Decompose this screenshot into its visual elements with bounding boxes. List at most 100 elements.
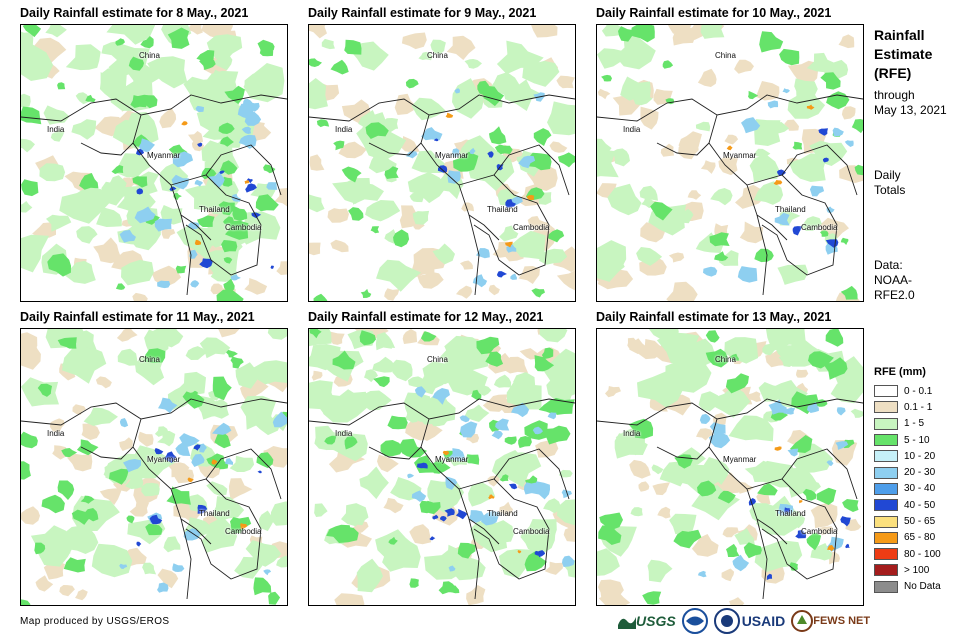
country-label-thailand: Thailand — [775, 205, 806, 214]
legend-label: 50 - 65 — [904, 516, 936, 528]
legend-label: 30 - 40 — [904, 483, 936, 495]
legend-items: 0 - 0.1 0.1 - 1 1 - 5 5 - 10 10 - 20 20 - 30 3… — [874, 383, 941, 595]
through-label: through — [874, 88, 915, 102]
map-credit: Map produced by USGS/EROS — [20, 616, 170, 627]
legend-label: > 100 — [904, 564, 930, 576]
legend-label: No Data — [904, 581, 941, 593]
country-label-thailand: Thailand — [199, 205, 230, 214]
country-label-china: China — [139, 355, 160, 364]
usaid-seal-logo: USAID — [713, 608, 786, 634]
legend-item: 30 - 40 — [874, 481, 941, 497]
country-label-india: India — [47, 429, 65, 438]
legend-item: 0 - 0.1 — [874, 383, 941, 399]
country-label-myanmar: Myanmar — [723, 151, 757, 160]
sidebar-title-line: Rainfall — [874, 27, 925, 43]
country-label-india: India — [47, 125, 65, 134]
rainfall-map-graphic — [21, 25, 287, 301]
legend-swatch — [874, 434, 898, 447]
country-label-india: India — [335, 429, 353, 438]
country-label-thailand: Thailand — [487, 509, 518, 518]
legend-item: No Data — [874, 579, 941, 595]
totals-label: Totals — [874, 183, 906, 197]
country-label-cambodia: Cambodia — [801, 527, 838, 536]
legend-item: 80 - 100 — [874, 546, 941, 562]
rainfall-map: China India Myanmar Thailand Cambodia — [20, 24, 288, 302]
legend-label: 65 - 80 — [904, 532, 936, 544]
country-label-cambodia: Cambodia — [225, 223, 262, 232]
legend-item: 0.1 - 1 — [874, 399, 941, 415]
country-label-cambodia: Cambodia — [801, 223, 838, 232]
legend-item: 5 - 10 — [874, 432, 941, 448]
legend-item: 1 - 5 — [874, 416, 941, 432]
through-value: May 13, 2021 — [874, 103, 947, 117]
legend-swatch — [874, 466, 898, 479]
map-panel-3: Daily Rainfall estimate for 10 May., 202… — [596, 6, 864, 304]
country-label-thailand: Thailand — [487, 205, 518, 214]
country-label-india: India — [623, 125, 641, 134]
usaid-logo-text: USAID — [741, 613, 786, 629]
logo-strip: USGS USAID FEWS NET — [618, 606, 876, 636]
panel-title: Daily Rainfall estimate for 10 May., 202… — [596, 6, 832, 20]
country-label-thailand: Thailand — [775, 509, 806, 518]
panel-title: Daily Rainfall estimate for 13 May., 202… — [596, 310, 832, 324]
data-source-line: NOAA- — [874, 273, 913, 287]
map-panel-2: Daily Rainfall estimate for 9 May., 2021… — [308, 6, 576, 304]
legend-item: 50 - 65 — [874, 513, 941, 529]
legend-swatch — [874, 450, 898, 463]
country-label-cambodia: Cambodia — [513, 527, 550, 536]
legend-swatch — [874, 531, 898, 544]
country-label-china: China — [139, 51, 160, 60]
panel-title: Daily Rainfall estimate for 8 May., 2021 — [20, 6, 249, 20]
map-panel-5: Daily Rainfall estimate for 12 May., 202… — [308, 310, 576, 608]
legend-item: 10 - 20 — [874, 448, 941, 464]
through-date: through May 13, 2021 — [874, 88, 947, 118]
country-label-cambodia: Cambodia — [225, 527, 262, 536]
country-label-china: China — [715, 355, 736, 364]
rainfall-map: China India Myanmar Thailand Cambodia — [596, 24, 864, 302]
country-label-myanmar: Myanmar — [147, 455, 181, 464]
country-label-cambodia: Cambodia — [513, 223, 550, 232]
legend-swatch — [874, 580, 898, 593]
country-label-india: India — [623, 429, 641, 438]
legend-swatch — [874, 385, 898, 398]
legend-item: 65 - 80 — [874, 530, 941, 546]
legend-label: 1 - 5 — [904, 418, 925, 430]
legend-label: 0.1 - 1 — [904, 401, 933, 413]
rainfall-map-graphic — [597, 329, 863, 605]
legend-swatch — [874, 564, 898, 577]
rainfall-map: China India Myanmar Thailand Cambodia — [308, 24, 576, 302]
fews-net-logo: FEWS NET — [791, 610, 870, 632]
country-label-myanmar: Myanmar — [723, 455, 757, 464]
sidebar-title-line: (RFE) — [874, 65, 912, 81]
daily-totals: Daily Totals — [874, 168, 905, 198]
noaa-logo — [681, 608, 708, 634]
country-label-thailand: Thailand — [199, 509, 230, 518]
legend-swatch — [874, 499, 898, 512]
rainfall-map-graphic — [309, 25, 575, 301]
fews-net-logo-text: FEWS NET — [813, 615, 871, 627]
data-label: Data: — [874, 258, 903, 272]
legend-label: 20 - 30 — [904, 467, 936, 479]
legend: RFE (mm) 0 - 0.1 0.1 - 1 1 - 5 5 - 10 10 - 2… — [874, 366, 941, 595]
legend-label: 10 - 20 — [904, 450, 936, 462]
country-label-china: China — [715, 51, 736, 60]
country-label-china: China — [427, 51, 448, 60]
legend-swatch — [874, 417, 898, 430]
legend-swatch — [874, 401, 898, 414]
legend-label: 0 - 0.1 — [904, 385, 933, 397]
daily-label: Daily — [874, 168, 901, 182]
usgs-logo: USGS — [618, 613, 676, 629]
panel-title: Daily Rainfall estimate for 9 May., 2021 — [308, 6, 537, 20]
map-panel-6: Daily Rainfall estimate for 13 May., 202… — [596, 310, 864, 608]
country-label-myanmar: Myanmar — [435, 455, 469, 464]
map-panel-4: Daily Rainfall estimate for 11 May., 202… — [20, 310, 288, 608]
legend-item: 40 - 50 — [874, 497, 941, 513]
panel-title: Daily Rainfall estimate for 11 May., 202… — [20, 310, 255, 324]
legend-swatch — [874, 548, 898, 561]
legend-swatch — [874, 482, 898, 495]
country-label-china: China — [427, 355, 448, 364]
legend-item: > 100 — [874, 562, 941, 578]
usgs-logo-text: USGS — [636, 613, 676, 629]
sidebar-title-line: Estimate — [874, 46, 933, 62]
data-source: Data: NOAA- RFE2.0 — [874, 258, 915, 303]
